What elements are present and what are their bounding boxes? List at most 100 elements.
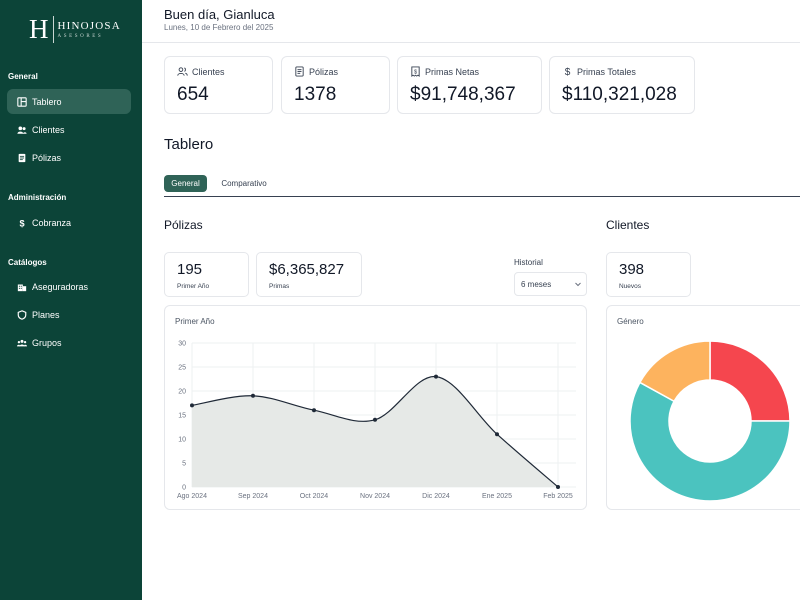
- stat-value: 654: [177, 84, 209, 105]
- chevron-down-icon: [575, 282, 581, 287]
- svg-text:$: $: [19, 218, 24, 228]
- sidebar-item-label: Aseguradoras: [32, 281, 89, 292]
- shield-icon: [16, 309, 28, 321]
- sidebar-item-grupos[interactable]: Grupos: [7, 330, 131, 355]
- svg-text:$: $: [414, 69, 417, 75]
- sidebar-item-label: Clientes: [32, 124, 65, 135]
- x-tick-label: Ene 2025: [482, 493, 512, 500]
- document-icon: [295, 66, 304, 77]
- card-label: Nuevos: [619, 283, 642, 290]
- sidebar-item-label: Cobranza: [32, 217, 72, 228]
- chart-card-genero: Género: [606, 305, 800, 510]
- polizas-card-primer-ano: 195 Primer Año: [164, 252, 249, 297]
- donut-chart: [629, 340, 791, 502]
- logo-letter: H: [29, 16, 54, 43]
- x-tick-label: Sep 2024: [238, 493, 268, 500]
- polizas-card-primas: $6,365,827 Primas: [256, 252, 362, 297]
- history-select[interactable]: 6 meses: [514, 272, 587, 296]
- pie-slice-1: [629, 381, 791, 502]
- y-tick-label: 25: [178, 365, 186, 372]
- main-content: Buen día, Gianluca Lunes, 10 de Febrero …: [142, 0, 800, 600]
- data-point: [556, 485, 560, 489]
- greeting: Buen día, Gianluca: [164, 7, 275, 22]
- stat-label: Pólizas: [309, 66, 339, 77]
- chart-title: Género: [617, 317, 644, 326]
- sidebar-item-polizas[interactable]: Pólizas: [7, 145, 131, 170]
- dollar-icon: $: [565, 67, 571, 77]
- sidebar-item-cobranza[interactable]: $ Cobranza: [7, 210, 131, 235]
- nav-section-administracion: Administración: [8, 193, 67, 202]
- data-point: [434, 374, 438, 379]
- stat-value: $110,321,028: [562, 84, 677, 105]
- nav-section-general: General: [8, 72, 38, 81]
- sidebar-item-label: Tablero: [32, 96, 62, 107]
- chart-card-primer-ano: Primer Año 0 5 10 15 20 25 30 Ago 2024 Sep 2024 O…: [164, 305, 587, 510]
- stat-value: $91,748,367: [410, 84, 516, 105]
- logo-subtitle: ASESORES: [57, 34, 104, 39]
- y-tick-label: 5: [182, 461, 186, 468]
- x-tick-label: Feb 2025: [543, 493, 573, 500]
- x-tick-label: Dic 2024: [422, 493, 450, 500]
- y-tick-label: 15: [178, 413, 186, 420]
- tab-comparativo[interactable]: Comparativo: [221, 179, 267, 188]
- document-icon: [16, 152, 28, 164]
- data-point: [373, 417, 377, 422]
- sidebar-item-label: Planes: [32, 309, 60, 320]
- stat-card-primas-netas: $ Primas Netas $91,748,367: [397, 56, 542, 114]
- stat-value: 1378: [294, 84, 337, 105]
- stat-label: Primas Netas: [425, 66, 480, 77]
- area-fill: [192, 376, 558, 487]
- sidebar-item-label: Grupos: [32, 337, 62, 348]
- sidebar-item-clientes[interactable]: Clientes: [7, 117, 131, 142]
- y-tick-label: 20: [178, 389, 186, 396]
- sidebar: H HINOJOSA ASESORES General Tablero Clie…: [0, 0, 142, 600]
- svg-text:$: $: [565, 67, 571, 77]
- stat-card-clientes: Clientes 654: [164, 56, 273, 114]
- sidebar-item-aseguradoras[interactable]: Aseguradoras: [7, 274, 131, 299]
- card-value: $6,365,827: [269, 261, 345, 278]
- stat-label: Primas Totales: [577, 66, 636, 77]
- stat-card-primas-totales: $ Primas Totales $110,321,028: [549, 56, 695, 114]
- page-title: Tablero: [164, 136, 214, 153]
- tabs-divider: [164, 196, 800, 197]
- users-icon: [177, 67, 188, 76]
- data-point: [190, 403, 194, 408]
- y-tick-label: 10: [178, 437, 186, 444]
- card-value: 195: [177, 261, 203, 278]
- sidebar-item-tablero[interactable]: Tablero: [7, 89, 131, 114]
- dashboard-icon: [16, 96, 28, 108]
- logo[interactable]: H HINOJOSA ASESORES: [29, 16, 121, 43]
- card-value: 398: [619, 261, 645, 278]
- dollar-icon: $: [16, 217, 28, 229]
- y-tick-label: 30: [178, 341, 186, 348]
- chart-title: Primer Año: [175, 317, 215, 326]
- building-icon: [16, 281, 28, 293]
- section-title-polizas: Pólizas: [164, 218, 203, 232]
- pie-slice-2: [638, 340, 711, 403]
- stat-card-polizas: Pólizas 1378: [281, 56, 390, 114]
- history-label: Historial: [514, 258, 543, 267]
- receipt-icon: $: [411, 66, 420, 77]
- y-tick-label: 0: [182, 485, 186, 492]
- logo-name: HINOJOSA: [57, 20, 121, 32]
- header-divider: [142, 42, 800, 43]
- data-point: [251, 393, 255, 398]
- card-label: Primer Año: [177, 283, 210, 290]
- history-selected-value: 6 meses: [521, 279, 552, 289]
- pie-slice-0: [709, 340, 791, 422]
- nav-section-catalogos: Catálogos: [8, 258, 47, 267]
- x-tick-label: Ago 2024: [177, 493, 207, 500]
- sidebar-item-label: Pólizas: [32, 152, 62, 163]
- card-label: Primas: [269, 283, 290, 290]
- x-tick-label: Oct 2024: [300, 493, 329, 500]
- section-title-clientes: Clientes: [606, 218, 650, 232]
- stat-label: Clientes: [192, 66, 225, 77]
- data-point: [495, 432, 499, 437]
- current-date: Lunes, 10 de Febrero del 2025: [164, 23, 274, 32]
- clientes-card-nuevos: 398 Nuevos: [606, 252, 691, 297]
- tab-general[interactable]: General: [164, 175, 207, 192]
- group-icon: [16, 337, 28, 349]
- sidebar-item-planes[interactable]: Planes: [7, 302, 131, 327]
- data-point: [312, 408, 316, 413]
- users-icon: [16, 124, 28, 136]
